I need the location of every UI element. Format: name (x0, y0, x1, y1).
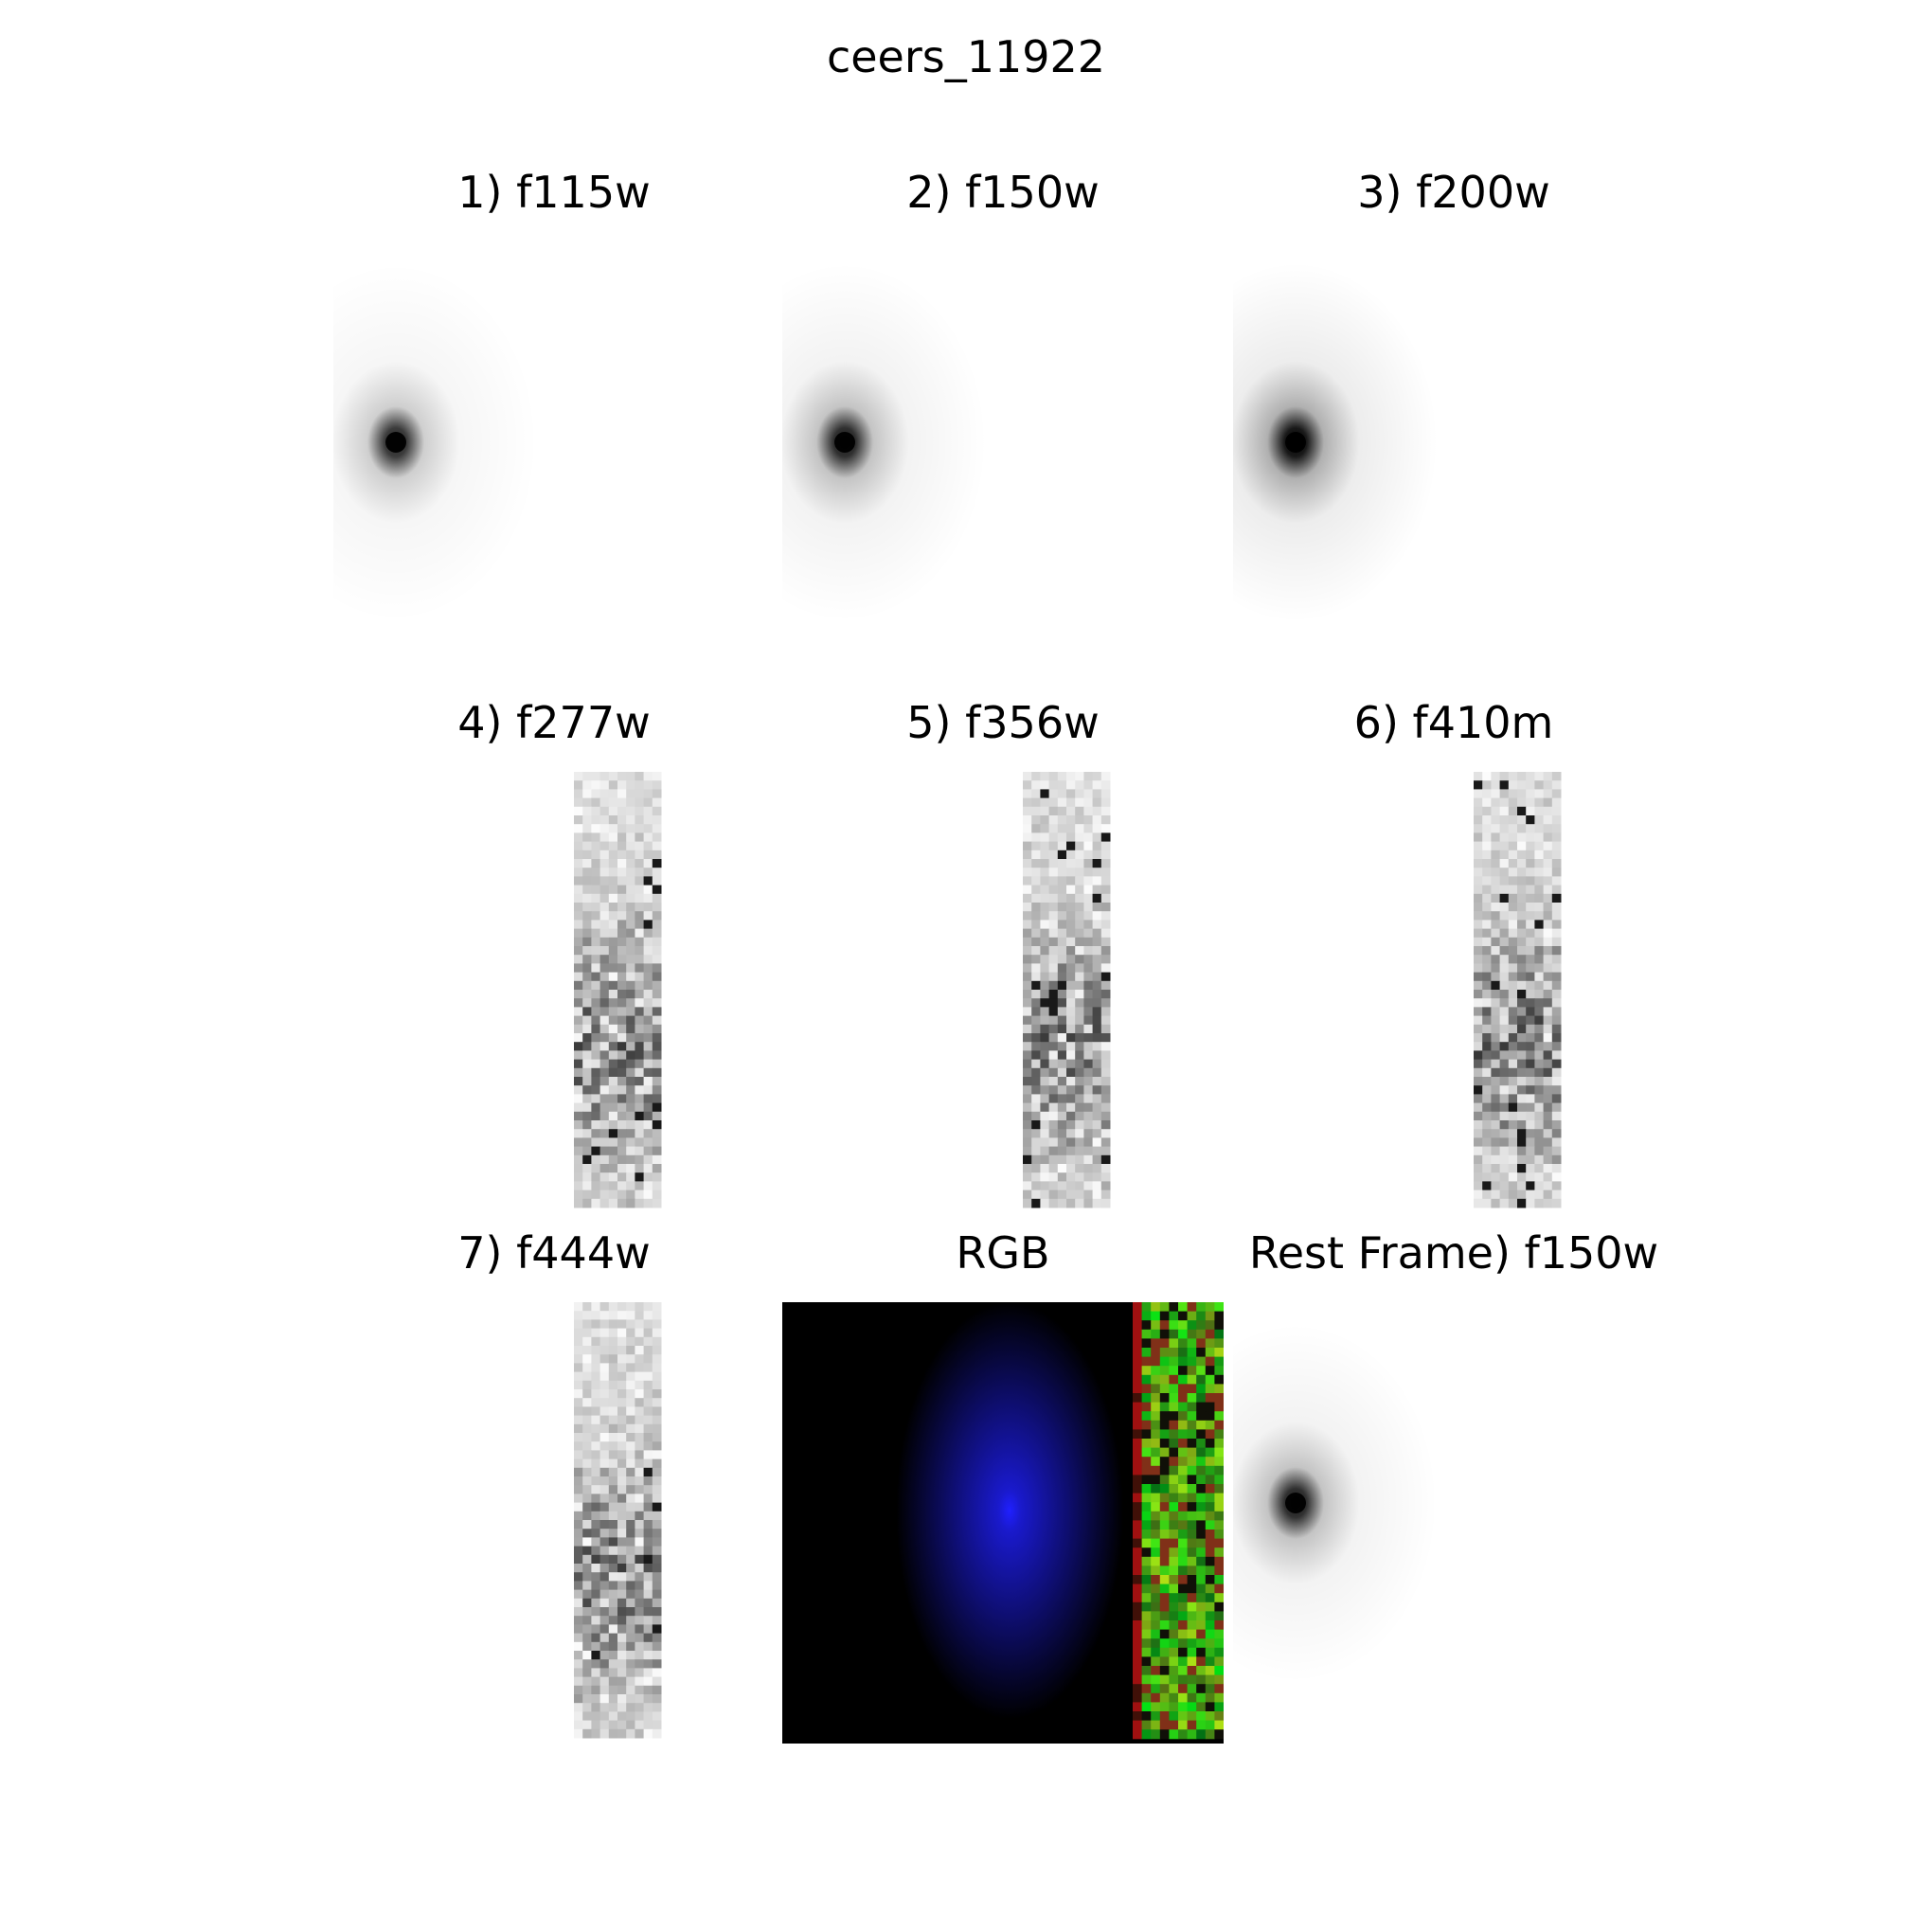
rgb-noise-strip (1133, 1302, 1224, 1740)
panel-rest-frame-f150w: Rest Frame) f150w (1233, 1227, 1674, 1744)
cutout-image (782, 262, 987, 622)
galaxy-core (1285, 432, 1306, 453)
panel-title: RGB (956, 1227, 1050, 1279)
panel-f115w: 1) f115w (333, 167, 775, 683)
panel-rgb: RGB (782, 1227, 1224, 1744)
panel-f200w: 3) f200w (1233, 167, 1674, 683)
noise-strip (574, 772, 662, 1208)
rgb-blue-source (896, 1302, 1123, 1719)
panel-title: 7) f444w (457, 1227, 651, 1279)
cutout-image (574, 1302, 662, 1739)
panel-title: 2) f150w (906, 167, 1100, 218)
figure-title: ceers_11922 (826, 31, 1106, 82)
cutout-image (1474, 772, 1562, 1208)
galaxy-halo (1233, 262, 1438, 622)
cutout-image (574, 772, 662, 1208)
panel-title: 3) f200w (1357, 167, 1550, 218)
cutout-image (1233, 1323, 1438, 1683)
galaxy-halo (333, 262, 538, 622)
panel-title: 1) f115w (457, 167, 651, 218)
panel-f356w: 5) f356w (782, 697, 1224, 1213)
panel-f277w: 4) f277w (333, 697, 775, 1213)
panel-f444w: 7) f444w (333, 1227, 775, 1744)
cutout-image (333, 262, 538, 622)
panel-f150w: 2) f150w (782, 167, 1224, 683)
panel-title: Rest Frame) f150w (1248, 1227, 1659, 1279)
galaxy-core (834, 432, 855, 453)
noise-strip (1023, 772, 1111, 1208)
panel-title: 6) f410m (1353, 697, 1554, 748)
cutout-image (1023, 772, 1111, 1208)
cutout-image (1233, 262, 1438, 622)
panel-title: 4) f277w (457, 697, 651, 748)
galaxy-halo (782, 262, 987, 622)
galaxy-core (385, 432, 406, 453)
panel-f410m: 6) f410m (1233, 697, 1674, 1213)
galaxy-core (1285, 1493, 1306, 1513)
panel-title: 5) f356w (906, 697, 1100, 748)
noise-strip (1474, 772, 1562, 1208)
galaxy-halo (1233, 1323, 1438, 1683)
noise-strip (574, 1302, 662, 1739)
cutout-image (782, 1302, 1224, 1744)
